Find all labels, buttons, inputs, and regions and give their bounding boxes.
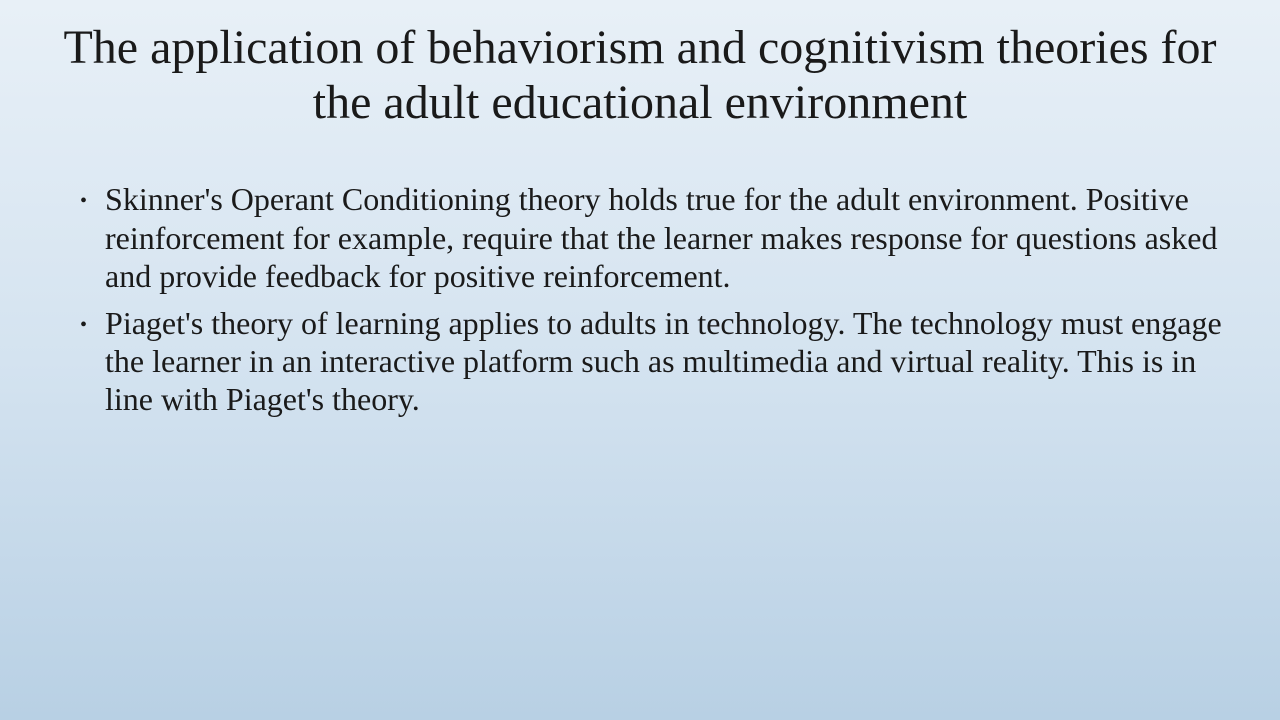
slide-title: The application of behaviorism and cogni…	[50, 20, 1230, 130]
bullet-item: • Skinner's Operant Conditioning theory …	[80, 180, 1230, 295]
bullet-marker-icon: •	[80, 314, 87, 337]
bullet-marker-icon: •	[80, 190, 87, 213]
slide-content: • Skinner's Operant Conditioning theory …	[50, 180, 1230, 418]
bullet-item: • Piaget's theory of learning applies to…	[80, 304, 1230, 419]
bullet-text: Skinner's Operant Conditioning theory ho…	[105, 180, 1230, 295]
bullet-text: Piaget's theory of learning applies to a…	[105, 304, 1230, 419]
slide-container: The application of behaviorism and cogni…	[0, 0, 1280, 720]
